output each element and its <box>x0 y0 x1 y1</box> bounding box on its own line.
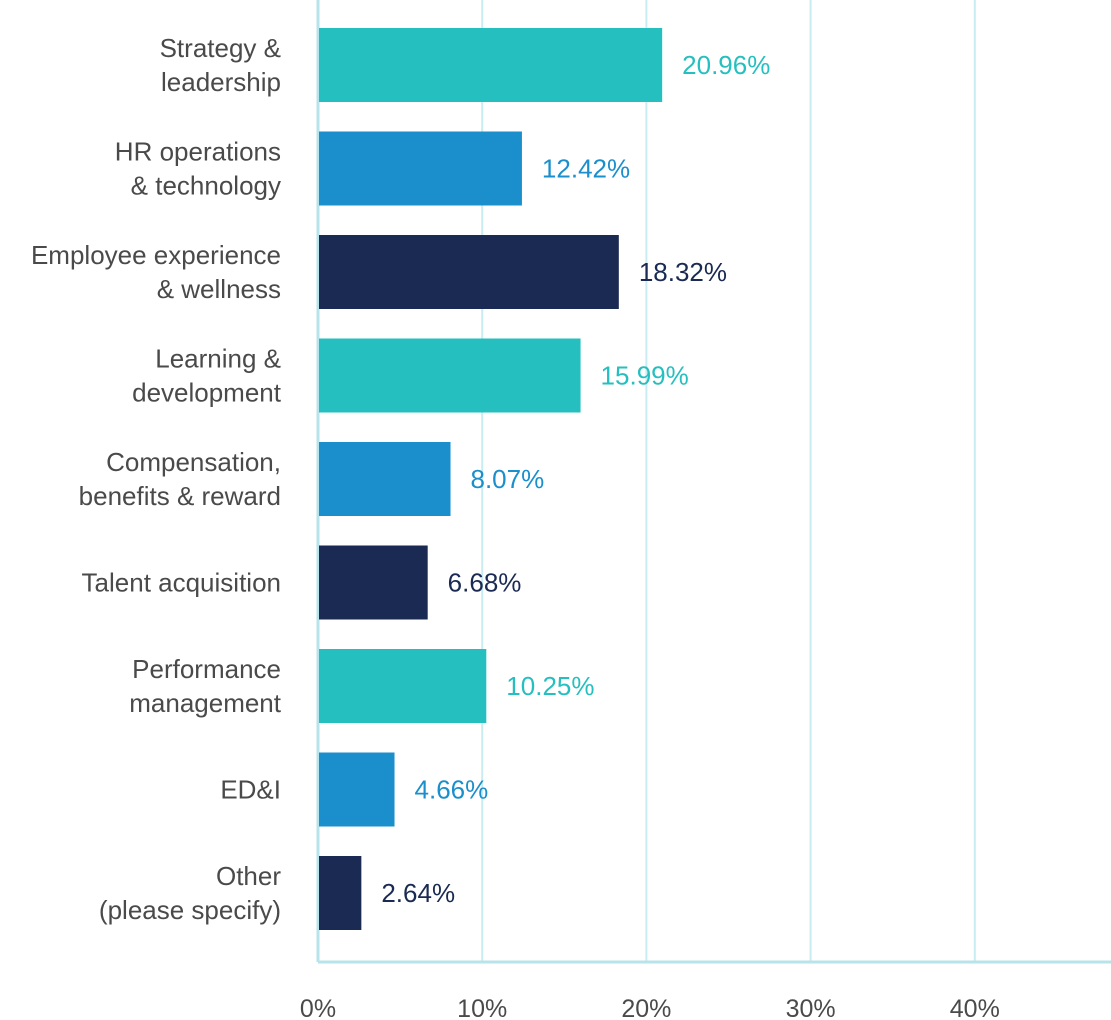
bar <box>319 545 428 620</box>
data-label: 15.99% <box>601 361 689 391</box>
category-label: Talent acquisition <box>82 568 281 598</box>
data-label: 2.64% <box>381 878 455 908</box>
data-label: 10.25% <box>506 671 594 701</box>
bar <box>319 856 362 930</box>
category-label: ED&I <box>220 775 281 805</box>
data-label: 4.66% <box>415 775 489 805</box>
data-label: 18.32% <box>639 257 727 287</box>
data-label: 6.68% <box>448 568 522 598</box>
data-label: 20.96% <box>682 50 770 80</box>
data-label: 8.07% <box>471 464 545 494</box>
bar <box>319 28 663 102</box>
bar <box>319 752 395 827</box>
x-tick-label: 40% <box>950 995 1000 1020</box>
category-label: Compensation, benefits & reward <box>79 447 281 511</box>
category-label: Employee experience & wellness <box>31 240 281 304</box>
category-label: Performance management <box>129 654 282 718</box>
category-label: Strategy & leadership <box>160 33 281 97</box>
x-tick-label: 10% <box>457 995 507 1020</box>
x-tick-label: 30% <box>786 995 836 1020</box>
data-label: 12.42% <box>542 154 630 184</box>
category-label: Learning & development <box>132 344 282 408</box>
bar <box>319 442 451 516</box>
category-label: Other (please specify) <box>99 861 281 925</box>
bar <box>319 131 522 206</box>
x-tick-label: 0% <box>300 995 336 1020</box>
x-tick-label: 20% <box>621 995 671 1020</box>
category-label: HR operations & technology <box>115 137 281 201</box>
bar <box>319 338 581 413</box>
bar <box>319 235 619 309</box>
bar <box>319 649 487 723</box>
